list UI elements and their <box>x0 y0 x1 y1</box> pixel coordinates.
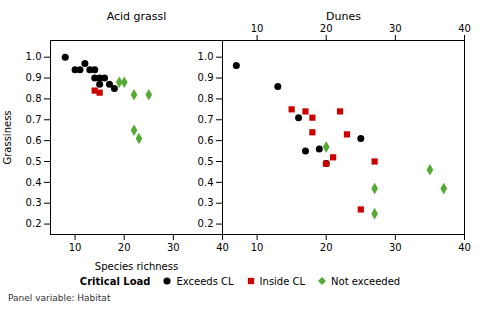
svg-text:0.4: 0.4 <box>26 177 42 188</box>
svg-text:Species richness: Species richness <box>95 261 178 272</box>
svg-text:0.7: 0.7 <box>198 114 214 125</box>
svg-text:20: 20 <box>320 242 333 253</box>
svg-text:10: 10 <box>69 242 82 253</box>
svg-text:1.0: 1.0 <box>26 51 42 62</box>
svg-text:0.7: 0.7 <box>26 114 42 125</box>
svg-text:0.9: 0.9 <box>26 72 42 83</box>
svg-text:0.5: 0.5 <box>198 156 214 167</box>
svg-text:Dunes: Dunes <box>326 10 361 23</box>
svg-text:1.0: 1.0 <box>198 51 214 62</box>
svg-text:0.6: 0.6 <box>26 135 42 146</box>
svg-text:Grassiness: Grassiness <box>2 110 13 164</box>
html-text:Not exceeded: Not exceeded <box>331 275 401 287</box>
svg-text:30: 30 <box>389 23 402 34</box>
svg-text:40: 40 <box>458 242 471 253</box>
svg-text:0.3: 0.3 <box>198 197 214 208</box>
svg-text:20: 20 <box>320 23 333 34</box>
svg-text:30: 30 <box>389 242 402 253</box>
svg-text:20: 20 <box>118 242 131 253</box>
svg-text:0.8: 0.8 <box>198 93 214 104</box>
html-text:Panel variable: Habitat: Panel variable: Habitat <box>8 293 111 303</box>
svg-text:0.9: 0.9 <box>198 72 214 83</box>
svg-text:0.3: 0.3 <box>26 197 42 208</box>
svg-text:0.4: 0.4 <box>198 177 214 188</box>
svg-text:10: 10 <box>251 23 264 34</box>
svg-text:0.2: 0.2 <box>26 218 42 229</box>
svg-text:0.5: 0.5 <box>26 156 42 167</box>
svg-text:0.6: 0.6 <box>198 135 214 146</box>
html-text:Inside CL: Inside CL <box>259 275 306 287</box>
svg-text:40: 40 <box>458 23 471 34</box>
html-text:Exceeds CL: Exceeds CL <box>176 275 234 287</box>
svg-text:40: 40 <box>216 242 229 253</box>
svg-text:10: 10 <box>251 242 264 253</box>
svg-text:0.8: 0.8 <box>26 93 42 104</box>
svg-text:30: 30 <box>167 242 180 253</box>
svg-text:Acid grassl: Acid grassl <box>107 10 167 23</box>
svg-text:0.2: 0.2 <box>198 218 214 229</box>
html-text:Critical Load: Critical Load <box>79 275 151 287</box>
